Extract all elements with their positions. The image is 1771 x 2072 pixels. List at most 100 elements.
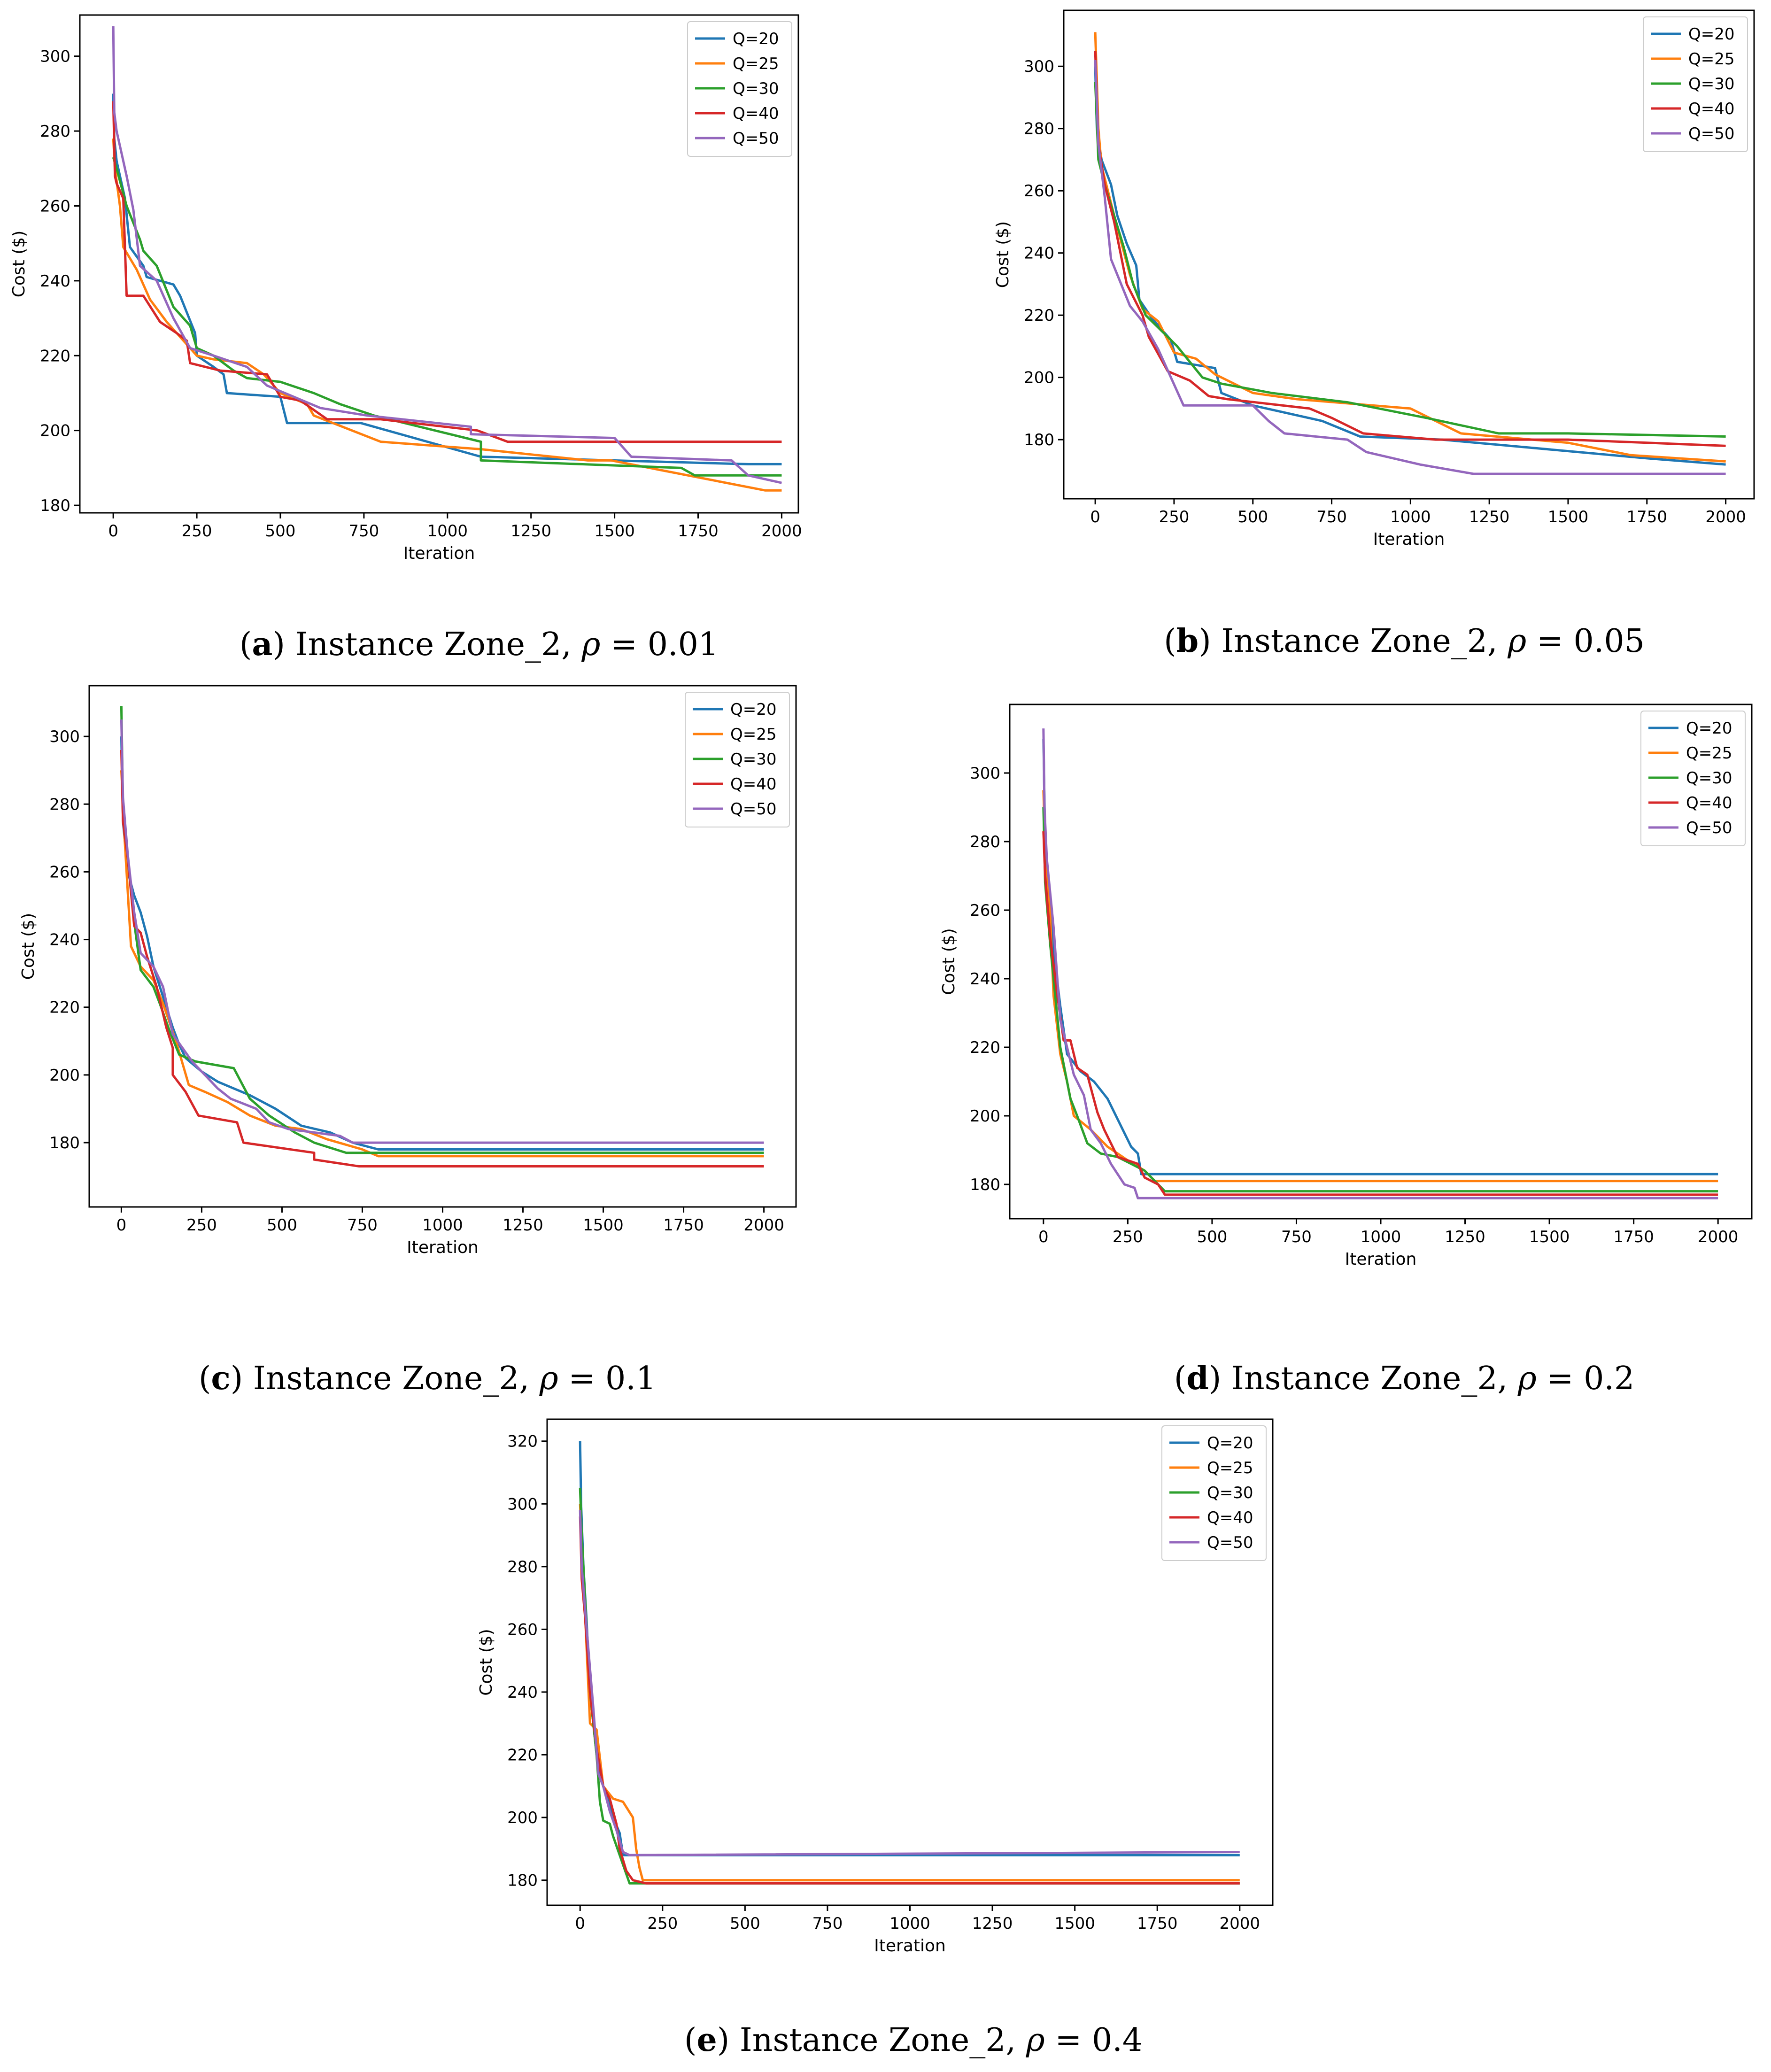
legend-box bbox=[687, 21, 792, 157]
y-tick-label: 180 bbox=[40, 496, 70, 515]
series-line-q-25 bbox=[1042, 790, 1718, 1183]
legend-label: Q=20 bbox=[1207, 1434, 1253, 1453]
chart-b: 0 250 500 750 1000 1250 1500 1750 2000 180 200 220 2… bbox=[993, 9, 1755, 549]
caption-e: (e) Instance Zone_2, ρ = 0.4 bbox=[684, 2021, 1143, 2059]
x-tick-label: 250 bbox=[186, 1216, 217, 1235]
x-tick-label: 1250 bbox=[972, 1914, 1013, 1933]
y-tick-label: 220 bbox=[1024, 306, 1054, 325]
x-tick-label: 250 bbox=[182, 522, 212, 541]
x-axis-label: Iteration bbox=[1373, 530, 1445, 549]
y-tick-label: 240 bbox=[970, 970, 1000, 989]
y-tick-label: 300 bbox=[49, 727, 80, 746]
legend-box bbox=[1643, 16, 1748, 152]
y-tick-label: 200 bbox=[507, 1809, 538, 1827]
x-tick-label: 1500 bbox=[594, 522, 635, 541]
y-tick-label: 220 bbox=[970, 1038, 1000, 1057]
series-line-q-20 bbox=[1042, 738, 1718, 1175]
legend-label: Q=25 bbox=[730, 725, 777, 744]
plot-frame bbox=[1063, 9, 1755, 500]
y-tick-label: 240 bbox=[507, 1683, 538, 1702]
series-line-q-50 bbox=[579, 1510, 1240, 1856]
x-tick-label: 1000 bbox=[1390, 508, 1431, 526]
caption-a: (a) Instance Zone_2, ρ = 0.01 bbox=[240, 626, 719, 663]
x-tick-label: 2000 bbox=[1698, 1228, 1739, 1246]
legend-label: Q=20 bbox=[1688, 25, 1735, 44]
legend-label: Q=50 bbox=[1207, 1533, 1253, 1552]
legend-box bbox=[685, 692, 790, 827]
series-line-q-25 bbox=[1094, 32, 1726, 463]
x-tick-label: 750 bbox=[1281, 1228, 1312, 1246]
legend-label: Q=25 bbox=[1688, 50, 1735, 69]
legend: Q=20 Q=25 Q=30 Q=40 Q=50 bbox=[685, 692, 790, 827]
y-tick-label: 200 bbox=[970, 1107, 1000, 1126]
legend-label: Q=50 bbox=[1686, 819, 1732, 837]
caption-d: (d) Instance Zone_2, ρ = 0.2 bbox=[1174, 1360, 1634, 1397]
x-tick-label: 0 bbox=[575, 1914, 585, 1933]
legend-box bbox=[1640, 711, 1746, 846]
y-tick-label: 280 bbox=[40, 122, 70, 141]
x-tick-label: 2000 bbox=[1220, 1914, 1261, 1933]
x-tick-label: 500 bbox=[1197, 1228, 1227, 1246]
legend-label: Q=40 bbox=[733, 104, 779, 123]
caption-b: (b) Instance Zone_2, ρ = 0.05 bbox=[1164, 622, 1645, 660]
series-line-q-20 bbox=[112, 93, 782, 465]
legend-label: Q=30 bbox=[1686, 769, 1732, 788]
x-tick-label: 1250 bbox=[1469, 508, 1510, 526]
legend-label: Q=30 bbox=[1688, 75, 1735, 93]
legend-label: Q=20 bbox=[1686, 719, 1732, 738]
x-tick-label: 750 bbox=[347, 1216, 378, 1235]
legend: Q=20 Q=25 Q=30 Q=40 Q=50 bbox=[687, 21, 792, 157]
y-tick-label: 200 bbox=[1024, 369, 1054, 387]
x-tick-label: 1500 bbox=[1548, 508, 1589, 526]
legend-label: Q=40 bbox=[1686, 794, 1732, 812]
y-tick-label: 280 bbox=[507, 1558, 538, 1577]
y-axis-label: Cost ($) bbox=[939, 928, 959, 995]
y-tick-label: 260 bbox=[507, 1620, 538, 1639]
x-tick-label: 1000 bbox=[1361, 1228, 1401, 1246]
y-tick-label: 220 bbox=[49, 998, 80, 1017]
legend-label: Q=25 bbox=[1207, 1459, 1253, 1477]
legend-label: Q=50 bbox=[730, 800, 777, 819]
y-tick-label: 260 bbox=[970, 901, 1000, 920]
y-tick-label: 260 bbox=[40, 197, 70, 216]
legend-label: Q=30 bbox=[733, 79, 779, 98]
legend-label: Q=40 bbox=[1207, 1508, 1253, 1527]
y-tick-label: 220 bbox=[507, 1746, 538, 1764]
series-line-q-30 bbox=[1042, 807, 1718, 1193]
x-tick-label: 1500 bbox=[1529, 1228, 1570, 1246]
x-tick-label: 250 bbox=[1159, 508, 1189, 526]
series-line-q-40 bbox=[579, 1516, 1240, 1885]
y-axis-label: Cost ($) bbox=[477, 1629, 496, 1695]
series-line-q-50 bbox=[1094, 60, 1726, 475]
legend-label: Q=30 bbox=[1207, 1484, 1253, 1502]
legend: Q=20 Q=25 Q=30 Q=40 Q=50 bbox=[1643, 16, 1748, 152]
y-tick-label: 220 bbox=[40, 347, 70, 365]
legend: Q=20 Q=25 Q=30 Q=40 Q=50 bbox=[1161, 1425, 1267, 1561]
x-tick-label: 500 bbox=[267, 1216, 297, 1235]
x-tick-label: 0 bbox=[1090, 508, 1100, 526]
x-axis-label: Iteration bbox=[1345, 1250, 1417, 1269]
legend-label: Q=50 bbox=[733, 129, 779, 148]
legend-label: Q=20 bbox=[730, 700, 777, 719]
chart-a: 0 250 500 750 1000 1250 1500 1750 2000 180 200 220 2… bbox=[9, 14, 802, 563]
x-tick-label: 2000 bbox=[761, 522, 802, 541]
x-tick-label: 1000 bbox=[889, 1914, 930, 1933]
legend-label: Q=50 bbox=[1688, 124, 1735, 143]
x-tick-label: 1000 bbox=[427, 522, 468, 541]
x-tick-label: 0 bbox=[108, 522, 118, 541]
y-tick-label: 240 bbox=[40, 272, 70, 291]
x-tick-label: 1250 bbox=[503, 1216, 543, 1235]
y-tick-label: 180 bbox=[49, 1134, 80, 1152]
legend-label: Q=20 bbox=[733, 30, 779, 48]
legend-label: Q=25 bbox=[733, 54, 779, 73]
x-axis-label: Iteration bbox=[407, 1238, 479, 1257]
series-line-q-20 bbox=[579, 1441, 1240, 1856]
y-tick-label: 300 bbox=[1024, 57, 1054, 76]
series-line-q-50 bbox=[120, 719, 764, 1144]
x-tick-label: 1250 bbox=[510, 522, 551, 541]
x-tick-label: 1750 bbox=[1613, 1228, 1654, 1246]
series-line-q-30 bbox=[1094, 82, 1726, 438]
x-tick-label: 1750 bbox=[678, 522, 719, 541]
plot-frame bbox=[79, 14, 799, 514]
